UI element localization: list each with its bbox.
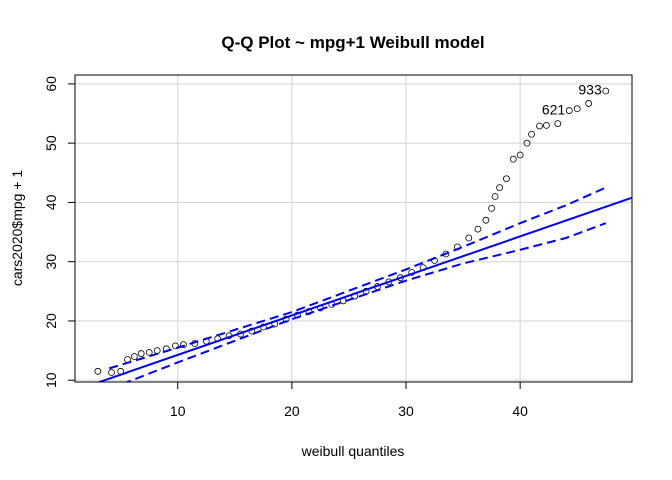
- point: [573, 105, 581, 113]
- x-tick-label: 20: [284, 403, 300, 419]
- y-tick-label: 20: [43, 313, 59, 329]
- point: [172, 342, 179, 350]
- x-tick-label: 10: [170, 403, 186, 419]
- point: [108, 369, 115, 376]
- point: [482, 216, 490, 224]
- axes: 10 20 30 40 10 20 30 40 50 60: [43, 76, 528, 419]
- point: [528, 130, 535, 138]
- point: [536, 122, 543, 130]
- point-label: 933: [578, 82, 602, 98]
- y-tick-label: 10: [43, 372, 59, 388]
- y-tick-label: 40: [43, 194, 59, 210]
- point: [516, 151, 524, 159]
- point: [523, 139, 531, 147]
- point: [503, 175, 510, 183]
- chart-title: Q-Q Plot ~ mpg+1 Weibull model: [221, 33, 484, 52]
- y-tick-label: 60: [43, 76, 59, 92]
- point: [465, 234, 473, 242]
- x-tick-label: 40: [512, 403, 528, 419]
- y-tick-label: 50: [43, 135, 59, 151]
- point: [585, 100, 593, 107]
- point: [602, 87, 610, 95]
- y-tick-label: 30: [43, 254, 59, 270]
- point-label: 621: [542, 101, 566, 117]
- point: [554, 120, 562, 127]
- plot-frame: [74, 74, 633, 383]
- y-axis-label: cars2020$mpg + 1: [9, 170, 25, 287]
- envelope-line: [108, 186, 607, 370]
- reference-line: [96, 196, 632, 382]
- point: [130, 353, 138, 360]
- point: [491, 193, 499, 200]
- point: [496, 184, 503, 192]
- x-axis-label: weibull quantiles: [301, 443, 405, 459]
- point: [180, 341, 187, 349]
- point: [565, 107, 573, 114]
- grid: [75, 75, 632, 382]
- point: [542, 121, 550, 129]
- point: [137, 350, 145, 357]
- plot-area: [94, 87, 632, 382]
- point: [474, 225, 482, 233]
- point: [488, 204, 496, 212]
- point: [94, 367, 102, 375]
- x-tick-label: 30: [398, 403, 414, 419]
- point: [509, 155, 517, 163]
